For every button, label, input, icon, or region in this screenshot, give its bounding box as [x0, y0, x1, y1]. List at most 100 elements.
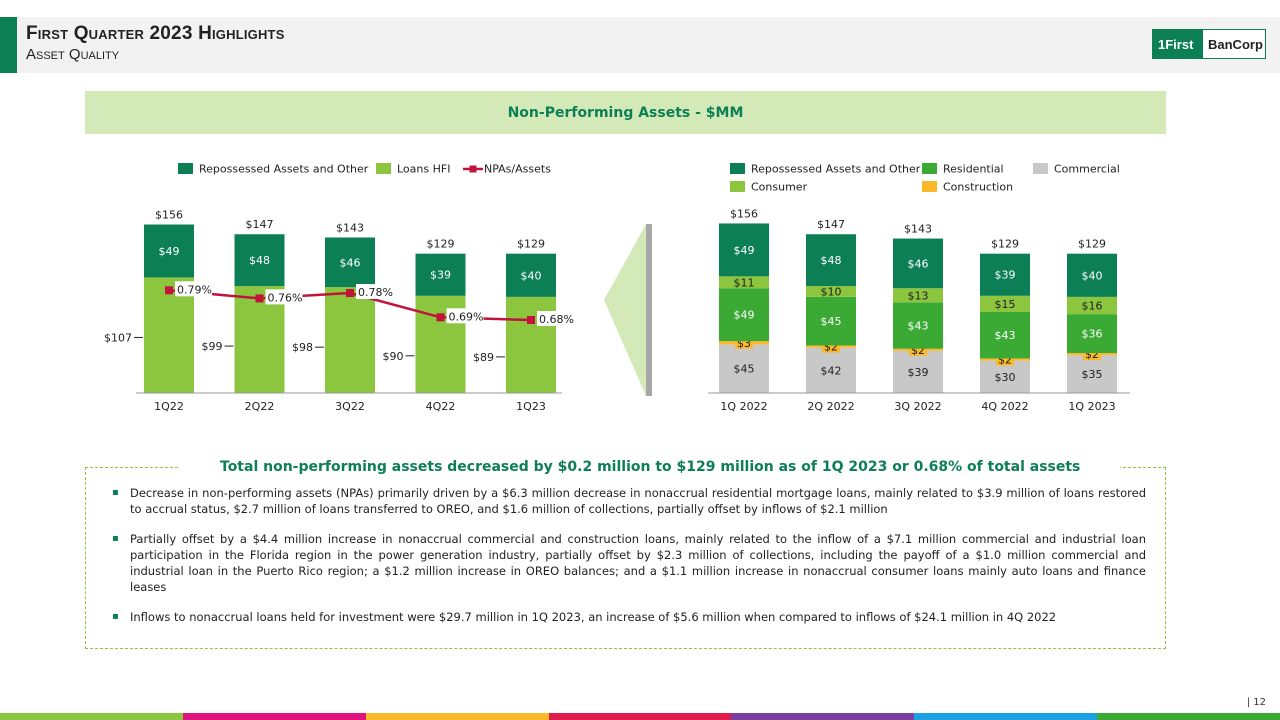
data-label: $40 — [521, 269, 542, 282]
summary-bullets: Decrease in non-performing assets (NPAs)… — [112, 485, 1146, 639]
data-label: $48 — [821, 254, 842, 267]
footer-color-segment — [1097, 713, 1280, 720]
data-label: $49 — [734, 244, 755, 257]
bar-segment — [893, 302, 943, 349]
bullet-item: Decrease in non-performing assets (NPAs)… — [112, 485, 1146, 517]
x-tick-label: 1Q23 — [516, 400, 546, 413]
data-label: $46 — [908, 257, 929, 270]
data-label: $49 — [734, 309, 755, 322]
x-tick-label: 1Q 2023 — [1068, 400, 1115, 413]
legend-swatch — [178, 163, 193, 174]
line-point — [527, 316, 535, 324]
footer-color-segment — [914, 713, 1098, 720]
footer-color-segment — [182, 713, 366, 720]
footer-color-segment — [365, 713, 549, 720]
data-label: $10 — [821, 285, 842, 298]
data-label: $90 — [383, 350, 404, 363]
legend-label: Consumer — [751, 181, 808, 194]
legend-label: Residential — [943, 163, 1004, 176]
legend-swatch — [1033, 163, 1048, 174]
total-label: $129 — [991, 238, 1019, 251]
data-label: $45 — [734, 363, 755, 376]
bar-segment — [144, 224, 194, 278]
data-label: $46 — [340, 256, 361, 269]
header-accent-bar — [0, 17, 17, 73]
bar-segment — [719, 288, 769, 342]
data-label: $99 — [202, 340, 223, 353]
bar-segment — [1067, 314, 1117, 354]
footer-color-segment — [731, 713, 915, 720]
data-label: $49 — [159, 245, 180, 258]
line-point — [255, 294, 264, 303]
bar-segment — [980, 312, 1030, 359]
bar-segment — [980, 253, 1030, 296]
x-tick-label: 4Q 2022 — [981, 400, 1028, 413]
x-tick-label: 2Q 2022 — [807, 400, 854, 413]
data-label: $89 — [473, 351, 494, 364]
data-label: $15 — [995, 298, 1016, 311]
legend-label: Repossessed Assets and Other — [199, 163, 369, 176]
data-label: $39 — [908, 366, 929, 379]
legend-label: Commercial — [1054, 163, 1120, 176]
bar-segment — [719, 276, 769, 289]
page-title: First Quarter 2023 Highlights — [26, 23, 285, 44]
legend-swatch — [922, 181, 937, 192]
legend-swatch-marker — [469, 165, 477, 173]
line-label: 0.79% — [177, 283, 212, 296]
bar-segment — [806, 347, 856, 393]
total-label: $129 — [517, 238, 545, 251]
total-label: $147 — [246, 218, 274, 231]
line-label-bg — [175, 281, 212, 297]
logo-mark: 1First — [1153, 30, 1203, 58]
bar-segment — [325, 237, 375, 288]
line-label: 0.76% — [268, 291, 303, 304]
footer-color-bar — [0, 713, 1280, 720]
summary-title: Total non-performing assets decreased by… — [180, 459, 1121, 475]
footer-color-segment — [0, 713, 183, 720]
section-banner: Non-Performing Assets - $MM — [85, 91, 1166, 134]
data-label: $48 — [249, 254, 270, 267]
bar-segment — [1067, 296, 1117, 315]
bar-segment — [719, 344, 769, 393]
bar-segment — [415, 253, 466, 296]
x-tick-label: 3Q 2022 — [894, 400, 941, 413]
line-point — [165, 286, 173, 295]
total-label: $156 — [730, 207, 758, 220]
bar-segment — [506, 253, 556, 297]
chart-transition-arrow — [604, 224, 652, 396]
line-label-bg — [446, 308, 484, 324]
line-label-bg — [265, 289, 303, 305]
bullet-item: Partially offset by a $4.4 million incre… — [112, 531, 1146, 595]
total-label: $156 — [155, 209, 183, 222]
firstbancorp-logo: 1First BanCorp — [1152, 29, 1266, 59]
data-label: $11 — [734, 276, 755, 289]
data-label: $36 — [1082, 328, 1103, 341]
x-tick-label: 2Q22 — [245, 400, 275, 413]
bar-segment — [144, 277, 194, 393]
bar-segment — [893, 238, 943, 289]
legend-swatch — [922, 163, 937, 174]
npa-by-type-chart: Repossessed Assets and Other Loans HFI NPA… — [104, 163, 574, 413]
legend-swatch — [730, 163, 745, 174]
line-label-bg — [537, 311, 574, 326]
header-band — [0, 17, 1280, 73]
logo-wordmark: BanCorp — [1208, 36, 1263, 52]
bar-segment — [893, 288, 943, 303]
bar-segment — [234, 234, 285, 287]
data-label: $40 — [1082, 269, 1103, 282]
data-label: $13 — [908, 289, 929, 302]
line-label: 0.69% — [449, 310, 484, 323]
bar-segment — [719, 223, 769, 277]
data-label: $35 — [1082, 368, 1103, 381]
data-label: $16 — [1082, 300, 1103, 313]
footer-color-segment — [548, 713, 732, 720]
data-label: $43 — [995, 329, 1016, 342]
data-label: $42 — [821, 364, 842, 377]
bar-segment — [806, 286, 856, 297]
legend-swatch — [730, 181, 745, 192]
bar-segment — [1067, 355, 1117, 393]
legend-label: NPAs/Assets — [484, 163, 551, 176]
data-label: $45 — [821, 315, 842, 328]
total-label: $143 — [904, 223, 932, 236]
npa-breakdown-chart: Repossessed Assets and Other Residential C… — [708, 163, 1130, 413]
